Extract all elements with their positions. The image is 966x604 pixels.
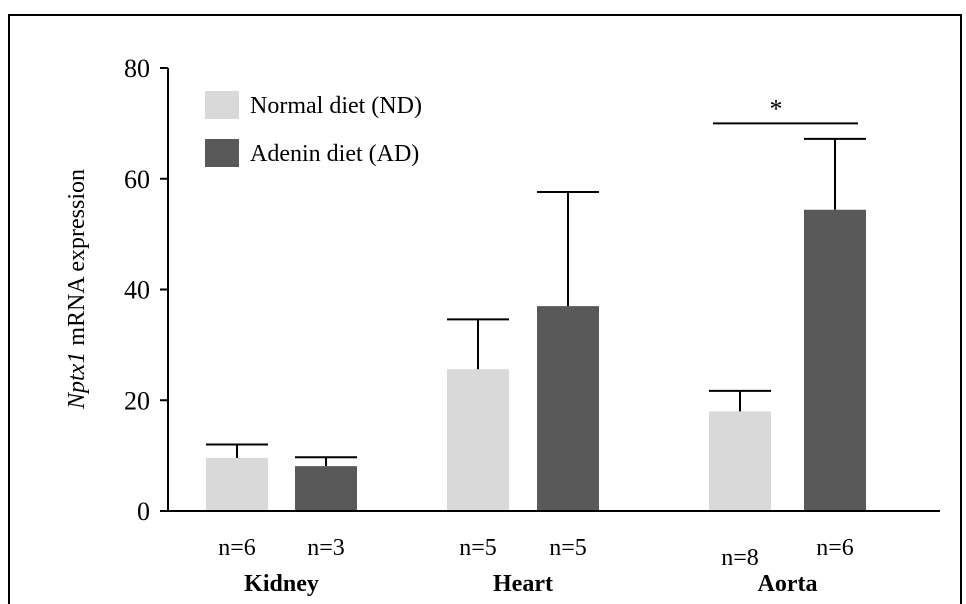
chart-frame [8, 14, 962, 604]
sample-size-label: n=5 [549, 535, 587, 561]
bar-heart-nd [447, 369, 509, 511]
category-label-aorta: Aorta [758, 571, 818, 597]
sample-size-label: n=6 [816, 535, 854, 561]
y-tick-label: 20 [124, 386, 150, 415]
y-tick-label: 60 [124, 165, 150, 194]
sample-size-label: n=6 [218, 535, 256, 561]
y-tick-label: 40 [124, 276, 150, 305]
legend-label-nd: Normal diet (ND) [250, 93, 422, 119]
legend-swatch-ad [205, 139, 239, 167]
y-axis-label: Nptx1 mRNA expression [64, 169, 90, 410]
legend-label-ad: Adenin diet (AD) [250, 141, 419, 167]
bar-kidney-ad [295, 466, 357, 511]
bar-aorta-ad [804, 209, 866, 511]
category-label-heart: Heart [493, 571, 553, 597]
sample-size-label: n=8 [721, 545, 759, 571]
category-label-kidney: Kidney [244, 571, 319, 597]
sample-size-label: n=3 [307, 535, 345, 561]
y-tick-label: 0 [137, 497, 150, 526]
bar-aorta-nd [709, 411, 771, 511]
legend-swatch-nd [205, 91, 239, 119]
bar-kidney-nd [206, 457, 268, 511]
y-tick-label: 80 [124, 54, 150, 83]
bar-heart-ad [537, 306, 599, 511]
legend: Normal diet (ND) Adenin diet (AD) [205, 91, 422, 167]
sample-size-label: n=5 [459, 535, 497, 561]
significance-marker: * [770, 94, 783, 123]
